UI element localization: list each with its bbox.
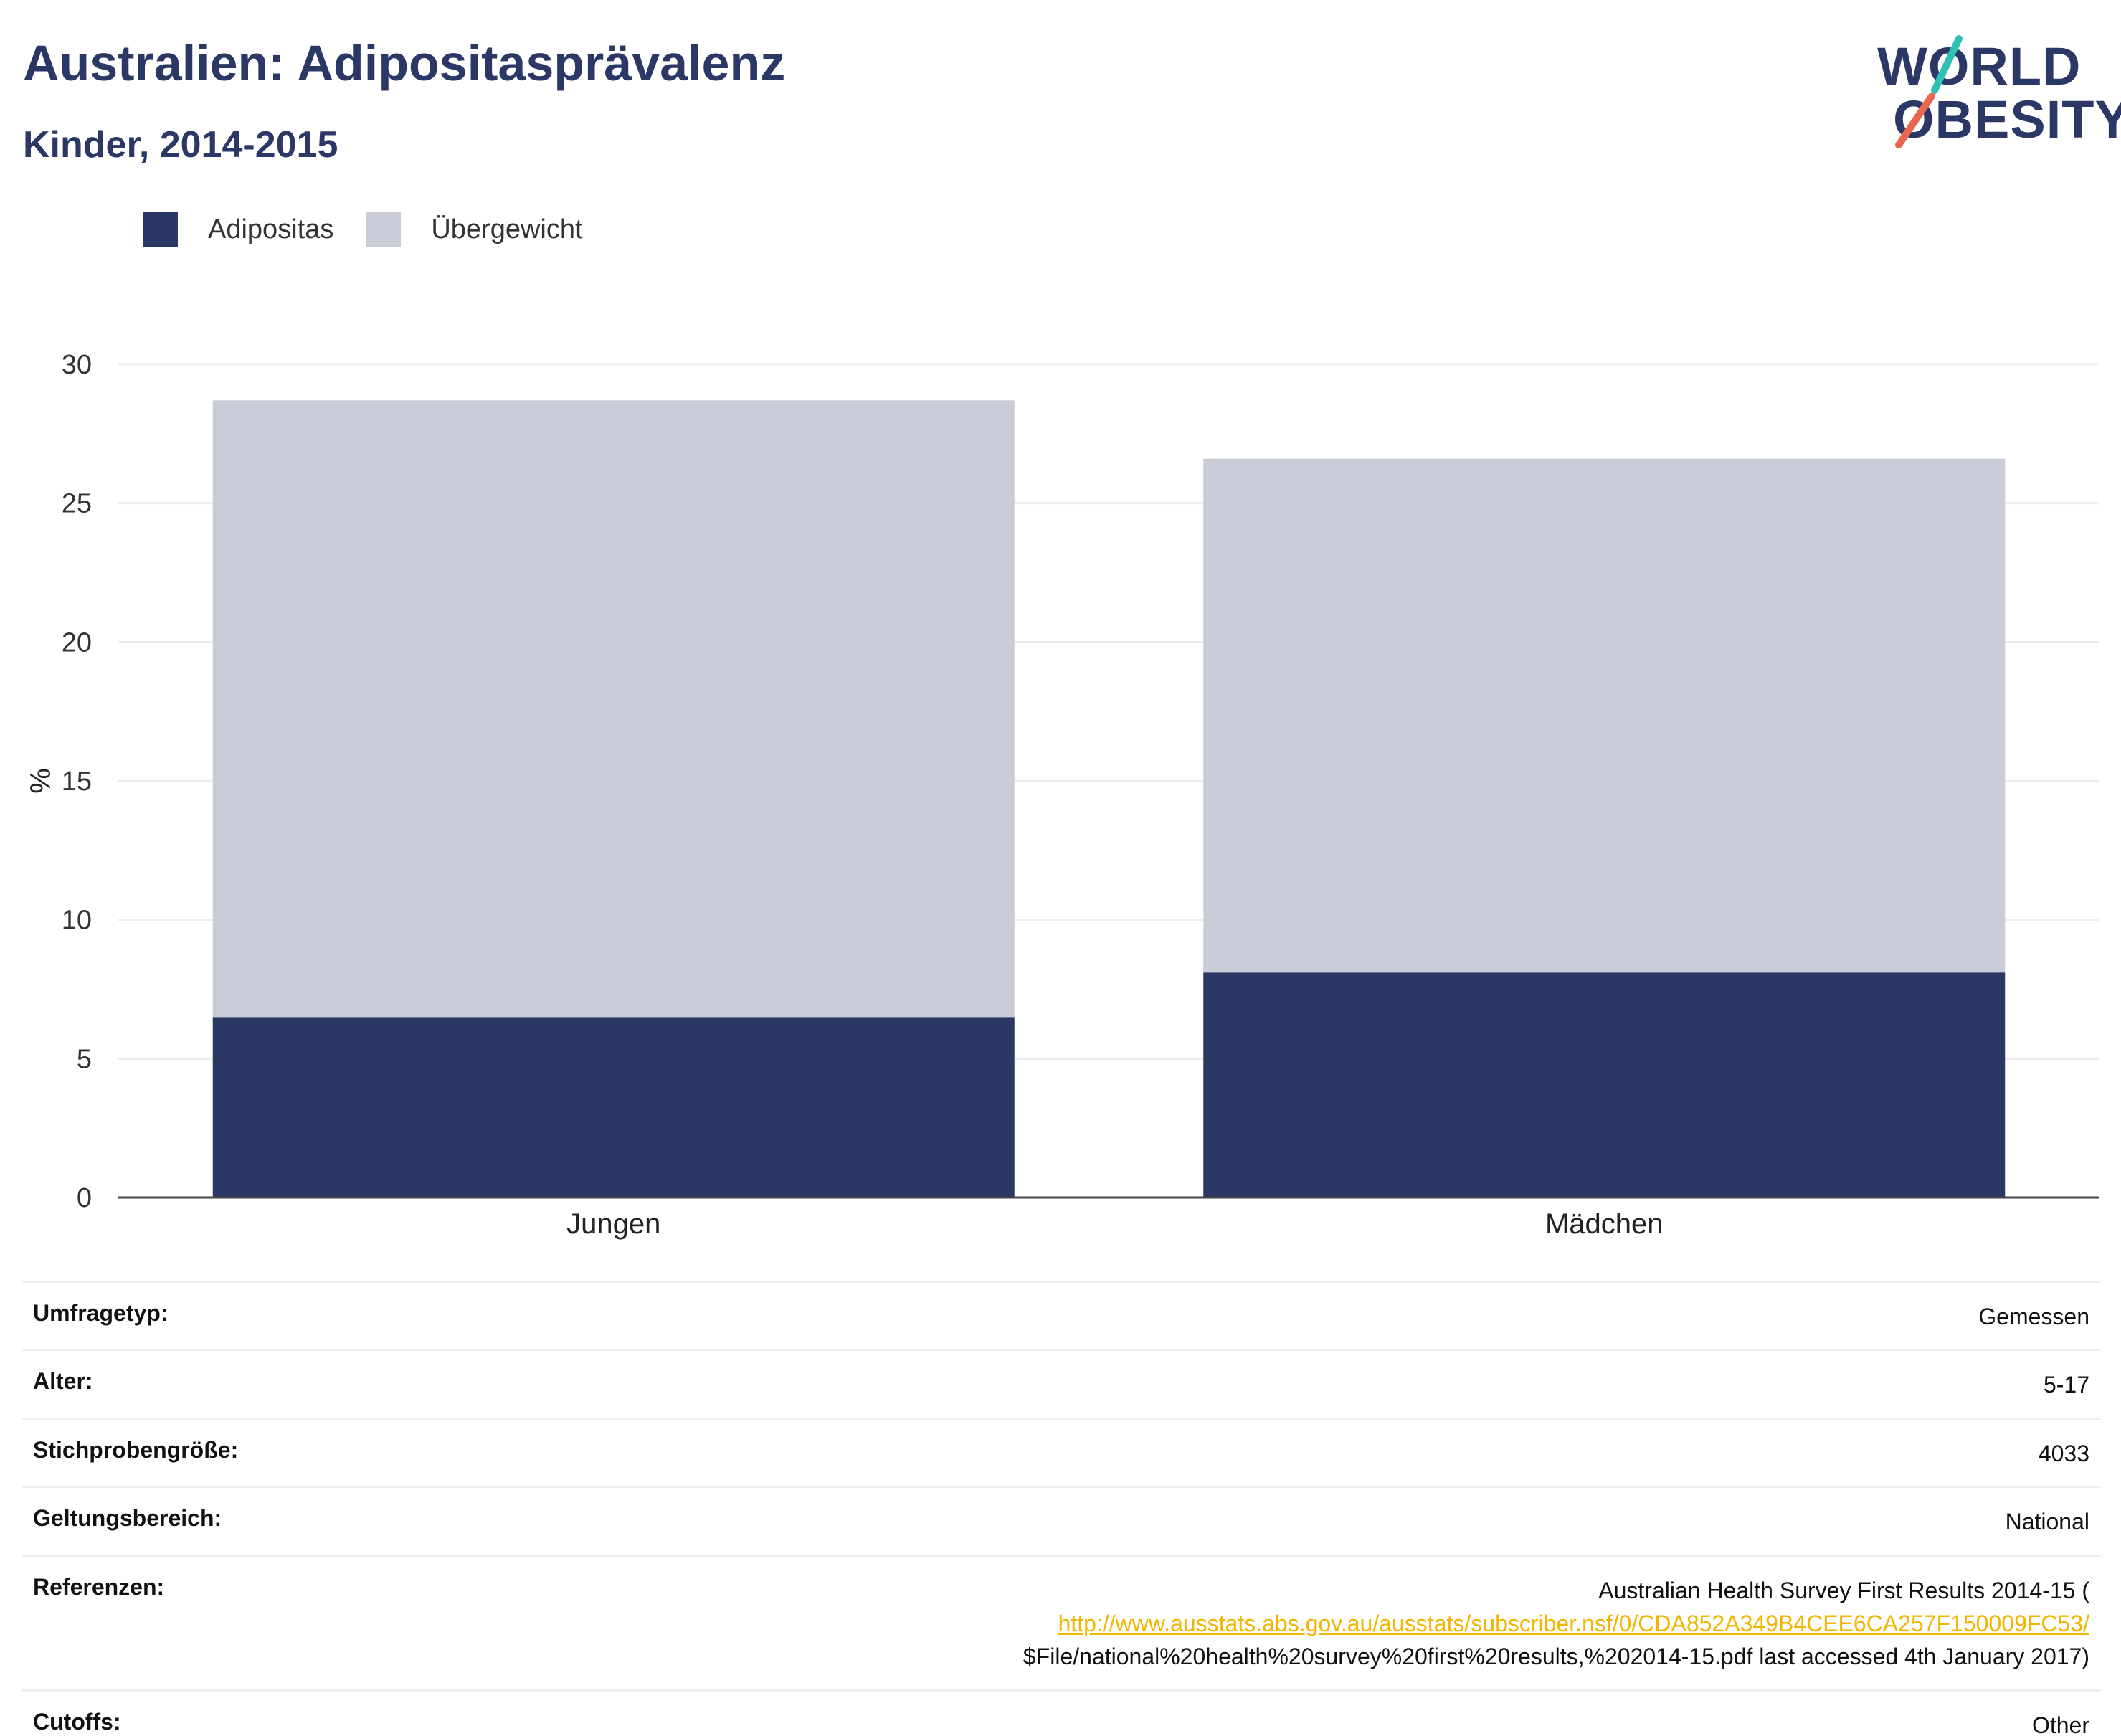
info-row-sample-size: Stichprobengröße: 4033 [22,1417,2101,1486]
info-value-sample-size: 4033 [2038,1440,2089,1466]
legend-label-uebergewicht: Übergewicht [431,214,583,245]
bar-jungen-adipositas [212,1017,1015,1197]
info-key-scope: Geltungsbereich: [33,1505,222,1532]
info-row-scope: Geltungsbereich: National [22,1486,2101,1554]
info-key-cutoffs: Cutoffs: [33,1708,121,1735]
reference-text-end: $File/national%20health%20survey%20first… [1022,1643,2089,1670]
info-row-cutoffs: Cutoffs: Other [22,1689,2101,1736]
world-obesity-logo: WORLD OBESITY [1857,22,2121,151]
reference-link[interactable]: http://www.ausstats.abs.gov.au/ausstats/… [1058,1610,2089,1636]
info-value-age: 5-17 [2043,1372,2089,1398]
chart-title: Australien: Adipositasprävalenz [23,35,786,91]
y-tick-label-15: 15 [62,767,92,797]
logo-slash-icon [1895,35,1963,148]
info-value-scope: National [2005,1509,2089,1535]
info-row-survey-type: Umfragetyp: Gemessen [22,1281,2101,1349]
legend-item-uebergewicht[interactable]: Übergewicht [366,212,583,247]
info-row-references: Referenzen: Australian Health Survey Fir… [22,1554,2101,1689]
info-value-references: Australian Health Survey First Results 2… [1023,1574,2089,1674]
legend-label-adipositas: Adipositas [208,214,334,245]
reference-text-start: Australian Health Survey First Results 2… [1598,1577,2089,1603]
legend-item-adipositas[interactable]: Adipositas [143,212,333,247]
logo-word-1: WORLD [1877,37,2082,96]
info-value-cutoffs: Other [2031,1712,2089,1736]
legend-swatch-adipositas [143,212,178,247]
chart-subtitle: Kinder, 2014-2015 [23,124,338,166]
info-table: Umfragetyp: Gemessen Alter: 5-17 Stichpr… [22,1281,2101,1736]
y-tick-label-25: 25 [62,489,92,519]
bar-mädchen-übergewicht [1203,458,2006,973]
chart-legend: Adipositas Übergewicht [143,212,616,247]
x-tick-label-0: Jungen [566,1208,660,1240]
info-key-sample-size: Stichprobengröße: [33,1436,239,1463]
y-tick-label-20: 20 [62,627,92,658]
y-axis-label: % [25,768,57,794]
x-tick-label-1: Mädchen [1545,1208,1664,1240]
info-key-references: Referenzen: [33,1573,165,1600]
info-key-survey-type: Umfragetyp: [33,1300,169,1326]
y-tick-label-30: 30 [62,350,92,380]
info-key-age: Alter: [33,1368,93,1395]
info-value-survey-type: Gemessen [1978,1304,2089,1329]
y-tick-label-5: 5 [77,1044,92,1074]
info-row-age: Alter: 5-17 [22,1349,2101,1417]
bar-chart: 0 5 10 15 20 25 30 Jungen Mädchen% [25,350,2099,1240]
legend-swatch-uebergewicht [366,212,402,247]
bar-mädchen-adipositas [1203,972,2006,1197]
y-tick-label-10: 10 [62,906,92,936]
bar-jungen-übergewicht [212,400,1015,1018]
y-tick-label-0: 0 [77,1183,92,1213]
